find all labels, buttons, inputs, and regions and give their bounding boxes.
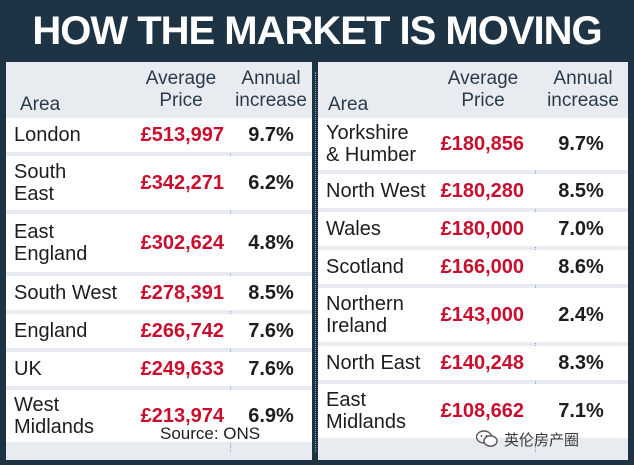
- area-name-line1: South: [14, 161, 67, 183]
- table-row: UK £249,633 7.6%: [6, 352, 312, 386]
- area-cell: UK: [14, 352, 134, 386]
- area-name-line2: Midlands: [326, 411, 407, 433]
- price-cell: £513,997: [140, 123, 224, 146]
- area-name-line1: London: [14, 124, 81, 146]
- price-cell: £342,271: [140, 171, 224, 194]
- increase-cell: 2.4%: [558, 303, 604, 326]
- table-row: Scotland £166,000 8.6%: [318, 250, 628, 284]
- increase-cell: 6.9%: [248, 404, 294, 427]
- area-cell: West Midlands: [14, 390, 134, 442]
- table-row: West Midlands £213,974 6.9%: [6, 390, 312, 442]
- area-name-line1: Northern: [326, 293, 404, 315]
- header-price-line2: Price: [461, 90, 505, 111]
- increase-cell: 7.6%: [248, 357, 294, 380]
- table-row: East Midlands £108,662 7.1%: [318, 384, 628, 438]
- table-row: South East £342,271 6.2%: [6, 156, 312, 210]
- price-cell: £140,248: [440, 351, 524, 374]
- area-name-line1: England: [14, 320, 88, 342]
- area-cell: South East: [14, 156, 134, 210]
- header-price-line1: Average: [447, 68, 519, 89]
- table-row: North East £140,248 8.3%: [318, 346, 628, 380]
- table-row: London £513,997 9.7%: [6, 118, 312, 152]
- table-row: South West £278,391 8.5%: [6, 276, 312, 310]
- increase-cell: 8.3%: [558, 351, 604, 374]
- price-cell: £278,391: [140, 281, 224, 304]
- area-name-line1: Scotland: [326, 256, 404, 278]
- area-name-line1: East: [14, 221, 55, 243]
- price-cell: £108,662: [440, 399, 524, 422]
- header-increase: Annual increase: [230, 68, 312, 112]
- price-cell: £180,856: [440, 132, 524, 155]
- table-row: England £266,742 7.6%: [6, 314, 312, 348]
- area-cell: Northern Ireland: [326, 288, 456, 342]
- watermark-text: 英伦房产圈: [504, 431, 580, 449]
- increase-cell: 8.5%: [558, 179, 604, 202]
- area-name-line2: Ireland: [326, 315, 388, 337]
- area-cell: East Midlands: [326, 384, 456, 438]
- area-cell: England: [14, 314, 134, 348]
- area-cell: Yorkshire & Humber: [326, 118, 456, 170]
- price-cell: £166,000: [440, 255, 524, 278]
- header-area: Area: [20, 94, 61, 115]
- wechat-icon: [476, 430, 498, 447]
- increase-cell: 7.6%: [248, 319, 294, 342]
- area-name-line2: Midlands: [14, 416, 95, 438]
- increase-cell: 8.5%: [248, 281, 294, 304]
- watermark: 英伦房产圈: [476, 427, 624, 451]
- area-name-line1: UK: [14, 358, 42, 380]
- area-name-line1: West: [14, 394, 60, 416]
- area-cell: North East: [326, 346, 456, 380]
- price-cell: £143,000: [440, 303, 524, 326]
- source-note: Source: ONS: [160, 424, 261, 443]
- area-name-line2: England: [14, 243, 88, 265]
- price-cell: £249,633: [140, 357, 224, 380]
- area-name-line2: East: [14, 183, 55, 205]
- page-title: HOW THE MARKET IS MOVING: [32, 9, 602, 53]
- column-separator: [535, 118, 536, 452]
- area-name-line1: South West: [14, 282, 118, 304]
- center-divider: [315, 72, 316, 452]
- area-name-line1: Wales: [326, 218, 381, 240]
- left-table: Area Average Price Annual increase Londo…: [6, 62, 312, 460]
- header-price: Average Price: [428, 68, 538, 112]
- increase-cell: 6.2%: [248, 171, 294, 194]
- increase-cell: 9.7%: [558, 132, 604, 155]
- increase-cell: 8.6%: [558, 255, 604, 278]
- header-increase-line2: increase: [235, 90, 307, 111]
- price-cell: £213,974: [140, 404, 224, 427]
- area-name-line1: North East: [326, 352, 421, 374]
- area-name-line1: North West: [326, 180, 426, 202]
- header-price-line1: Average: [145, 68, 217, 89]
- table-row: Northern Ireland £143,000 2.4%: [318, 288, 628, 342]
- area-name-line1: East: [326, 389, 367, 411]
- increase-cell: 4.8%: [248, 231, 294, 254]
- table-row: East England £302,624 4.8%: [6, 214, 312, 272]
- area-cell: Wales: [326, 212, 456, 246]
- header-increase-line1: Annual: [553, 68, 613, 89]
- area-cell: South West: [14, 276, 134, 310]
- price-cell: £180,280: [440, 179, 524, 202]
- area-cell: London: [14, 118, 134, 152]
- header-increase: Annual increase: [538, 68, 628, 112]
- price-cell: £180,000: [440, 217, 524, 240]
- increase-cell: 7.1%: [558, 399, 604, 422]
- header-price-line2: Price: [159, 90, 203, 111]
- area-name-line1: Yorkshire: [326, 122, 409, 144]
- area-cell: North West: [326, 174, 456, 208]
- header-increase-line1: Annual: [241, 68, 301, 89]
- header-increase-line2: increase: [547, 90, 619, 111]
- increase-cell: 9.7%: [248, 123, 294, 146]
- area-name-line2: & Humber: [326, 144, 417, 166]
- area-cell: Scotland: [326, 250, 456, 284]
- header-price: Average Price: [126, 68, 236, 112]
- price-cell: £266,742: [140, 319, 224, 342]
- header-area: Area: [328, 94, 369, 115]
- table-row: Wales £180,000 7.0%: [318, 212, 628, 246]
- table-row: Yorkshire & Humber £180,856 9.7%: [318, 118, 628, 170]
- right-table: Area Average Price Annual increase Yorks…: [318, 62, 628, 460]
- increase-cell: 7.0%: [558, 217, 604, 240]
- price-cell: £302,624: [140, 231, 224, 254]
- table-row: North West £180,280 8.5%: [318, 174, 628, 208]
- area-cell: East England: [14, 214, 134, 272]
